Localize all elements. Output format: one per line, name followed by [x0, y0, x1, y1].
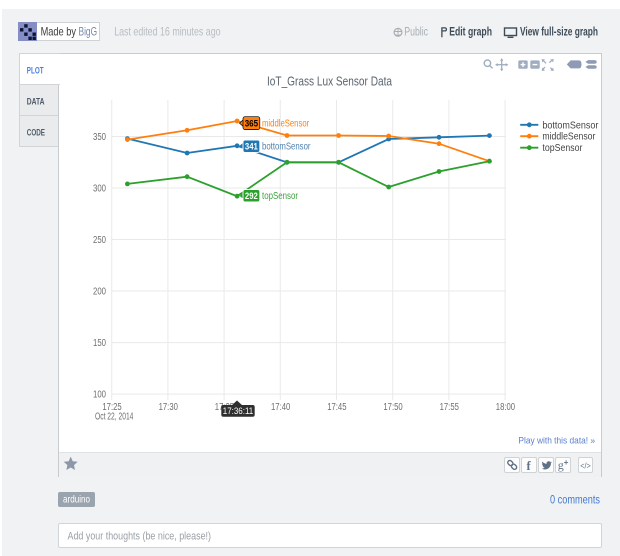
svg-text:Oct 22, 2014: Oct 22, 2014 [95, 412, 134, 423]
svg-text:292: 292 [245, 191, 258, 202]
svg-text:Play with this data! »: Play with this data! » [518, 436, 595, 446]
svg-text:350: 350 [93, 132, 106, 143]
svg-text:CODE: CODE [27, 128, 45, 139]
svg-text:BigG: BigG [79, 25, 98, 39]
svg-text:middleSensor: middleSensor [542, 131, 595, 143]
svg-text:17:30: 17:30 [159, 402, 179, 413]
svg-text:150: 150 [93, 338, 106, 349]
svg-text:17:40: 17:40 [271, 402, 291, 413]
svg-text:middleSensor: middleSensor [262, 118, 310, 130]
svg-text:topSensor: topSensor [542, 142, 582, 154]
svg-text:Last edited 16 minutes ago: Last edited 16 minutes ago [114, 25, 221, 39]
svg-text:17:25: 17:25 [102, 402, 122, 413]
svg-text:365: 365 [245, 119, 259, 130]
svg-text:17:50: 17:50 [383, 402, 403, 413]
svg-text:17:55: 17:55 [440, 402, 460, 413]
svg-text:PLOT: PLOT [27, 65, 44, 76]
svg-text:341: 341 [245, 142, 259, 153]
svg-text:0 comments: 0 comments [550, 495, 600, 507]
svg-text:250: 250 [93, 235, 106, 246]
svg-text:bottomSensor: bottomSensor [262, 141, 311, 153]
svg-text:bottomSensor: bottomSensor [542, 119, 598, 131]
svg-text:g: g [558, 458, 564, 472]
svg-text:+: + [564, 458, 569, 467]
svg-text:topSensor: topSensor [262, 190, 298, 202]
svg-text:17:36:11: 17:36:11 [223, 406, 254, 417]
svg-text:Public: Public [404, 27, 428, 39]
svg-text:f: f [527, 459, 532, 473]
svg-text:arduino: arduino [63, 495, 90, 506]
svg-text:IoT_Grass Lux Sensor Data: IoT_Grass Lux Sensor Data [267, 74, 393, 89]
svg-text:</>: </> [580, 460, 591, 470]
svg-text:200: 200 [93, 287, 106, 298]
svg-text:Made by: Made by [41, 25, 76, 39]
svg-text:17:45: 17:45 [327, 402, 347, 413]
svg-text:300: 300 [93, 184, 106, 195]
svg-text:18:00: 18:00 [496, 402, 516, 413]
svg-text:Edit graph: Edit graph [449, 27, 492, 39]
svg-text:DATA: DATA [27, 96, 45, 107]
svg-text:Add your thoughts (be nice, pl: Add your thoughts (be nice, please!) [68, 531, 212, 543]
svg-text:100: 100 [93, 390, 106, 401]
svg-text:View full-size graph: View full-size graph [520, 27, 598, 39]
